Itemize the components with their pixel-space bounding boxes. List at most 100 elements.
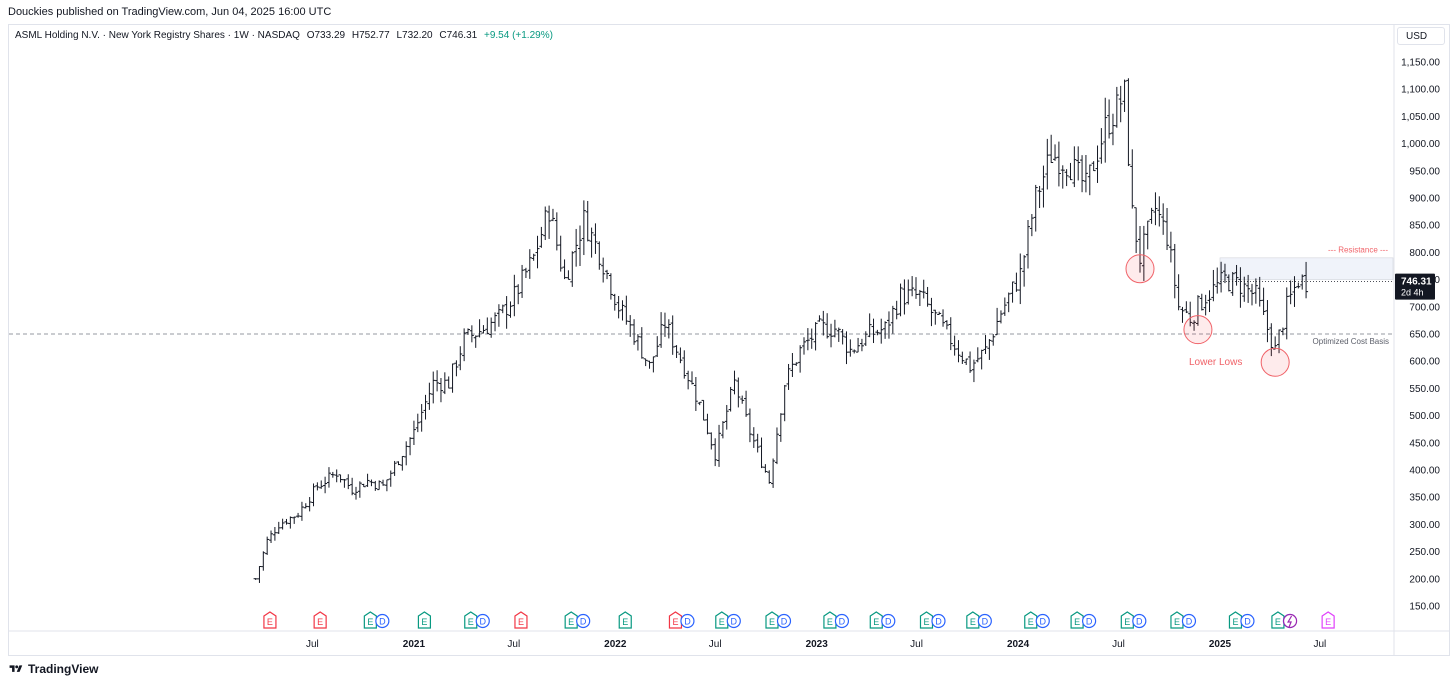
ohlc-bar [744,390,749,417]
ohlc-bar [655,336,660,357]
ohlc-bar [311,483,316,507]
ohlc-bar [662,312,667,337]
ohlc-bar [346,474,351,490]
ohlc-bar [782,384,787,422]
earnings-icon [514,611,528,629]
dividend-icon [475,613,490,629]
ohlc-bar [1110,113,1115,146]
earnings-icon-label: E [421,617,427,627]
y-tick-label: 200.00 [1409,574,1440,585]
currency-selector[interactable]: USD [1397,27,1445,45]
symbol-legend: ASML Holding N.V. · New York Registry Sh… [15,29,557,43]
ohlc-bar [736,377,741,408]
ohlc-bar [1122,79,1127,112]
ohlc-bar [740,395,745,404]
y-tick-label: 1,150.00 [1401,58,1440,69]
y-tick-label: 500.00 [1409,411,1440,422]
ohlc-bar [303,503,308,509]
ohlc-bar [1238,267,1243,308]
earnings-icon-label: E [568,617,574,627]
ohlc-bar [852,349,857,354]
ohlc-bar [751,427,756,448]
earnings-icon-label: E [317,617,323,627]
ohlc-bar [1022,255,1027,287]
tradingview-footer: TradingView [8,659,98,679]
earnings-icon-label: E [923,617,929,627]
ohlc-bar [1222,263,1227,284]
ohlc-bar [724,404,729,430]
earnings-icon [618,611,632,629]
ohlc-bar [937,311,942,315]
ohlc-bar [890,305,895,334]
ohlc-bar [431,371,436,404]
ohlc-bar [307,497,312,512]
ohlc-bar [983,335,988,354]
ohlc-bar [1203,294,1208,316]
ohlc-bar [863,331,868,346]
dividend-icon [931,613,946,629]
last-price-countdown: 2d 4h [1401,288,1424,298]
ohlc-bar [554,212,559,251]
y-tick-label: 800.00 [1409,248,1440,259]
ohlc-bar [562,259,567,280]
ohlc-bar [678,347,683,364]
ohlc-bar [886,311,891,339]
dividend-icon [726,613,741,629]
ohlc-bar [998,310,1003,324]
ohlc-bar [1037,185,1042,209]
dividend-icon-label: D [1136,617,1143,627]
y-tick-label: 250.00 [1409,547,1440,558]
ohlc-bar [284,518,289,525]
legend-change: +9.54 (+1.29%) [483,30,553,41]
ohlc-bar [608,273,613,300]
ohlc-bar [466,328,470,335]
dividend-icon-label: D [1244,617,1251,627]
earnings-icon-label: E [769,617,775,627]
ohlc-bar [620,300,625,321]
ohlc-bar [369,479,374,487]
ohlc-bar [261,551,266,571]
ohlc-bar [859,338,864,352]
ohlc-bar [1226,274,1231,292]
ohlc-bar [705,413,710,435]
ohlc-bar [917,289,922,307]
ohlc-bar [879,318,884,344]
legend-close: C746.31 [439,30,478,41]
dividend-icon-label: D [731,617,738,627]
highlight-circle [1183,315,1213,345]
ohlc-bar [458,346,463,371]
ohlc-bar [1041,165,1046,208]
ohlc-bar [326,467,331,488]
x-tick-label: Jul [1313,639,1326,650]
ohlc-bar [570,251,575,287]
earnings-icon-label: E [1074,617,1080,627]
ohlc-bar [1234,264,1239,286]
published-byline: Douckies published on TradingView.com, J… [8,6,332,18]
ohlc-bar [423,394,428,420]
earnings-icon-label: E [1028,617,1034,627]
dividend-icon-label: D [885,617,892,627]
ohlc-bar [1141,225,1146,281]
ohlc-bar [632,319,637,345]
ohlc-bar [1145,220,1150,250]
ohlc-bar [1087,164,1092,196]
y-tick-label: 950.00 [1409,166,1440,177]
x-tick-label: Jul [306,639,319,650]
ohlc-bar [1103,97,1108,163]
lower-lows-label: Lower Lows [1189,357,1242,368]
ohlc-bar [944,320,949,330]
legend-high: H752.77 [351,30,390,41]
ohlc-bar [1010,281,1015,303]
ohlc-bar [1114,86,1119,128]
ohlc-bar [639,327,644,359]
dividend-icon-label: D [684,617,691,627]
earnings-icon-label: E [1124,617,1130,627]
earnings-icon-label: E [468,617,474,627]
y-tick-label: 300.00 [1409,520,1440,531]
ohlc-bar [323,476,328,494]
ohlc-bar [280,518,285,530]
ohlc-bar [674,345,679,358]
ohlc-bar [357,481,362,498]
dividend-icon [776,613,792,629]
